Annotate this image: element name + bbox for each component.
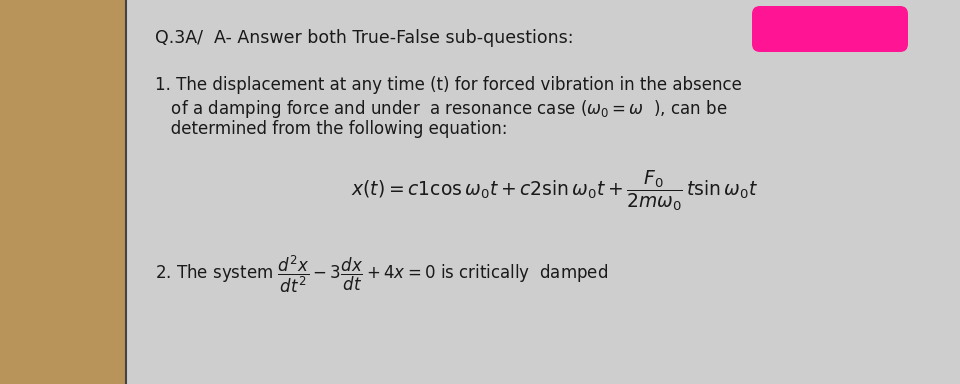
Text: of a damping force and under  a resonance case ($\omega_0 = \omega$  ), can be: of a damping force and under a resonance…	[155, 98, 728, 120]
Text: 2. The system $\dfrac{d^2x}{dt^2} - 3\dfrac{dx}{dt} + 4x = 0$ is critically  dam: 2. The system $\dfrac{d^2x}{dt^2} - 3\df…	[155, 254, 608, 295]
Text: 1. The displacement at any time (t) for forced vibration in the absence: 1. The displacement at any time (t) for …	[155, 76, 742, 94]
FancyBboxPatch shape	[752, 6, 908, 52]
Text: determined from the following equation:: determined from the following equation:	[155, 120, 508, 138]
Text: Q.3A/  A- Answer both True-False sub-questions:: Q.3A/ A- Answer both True-False sub-ques…	[155, 29, 573, 47]
Text: $x(t) = c1\cos\omega_0 t + c2\sin\omega_0 t + \dfrac{F_0}{2m\omega_0}\,t\sin\ome: $x(t) = c1\cos\omega_0 t + c2\sin\omega_…	[351, 169, 758, 214]
Polygon shape	[125, 0, 960, 384]
